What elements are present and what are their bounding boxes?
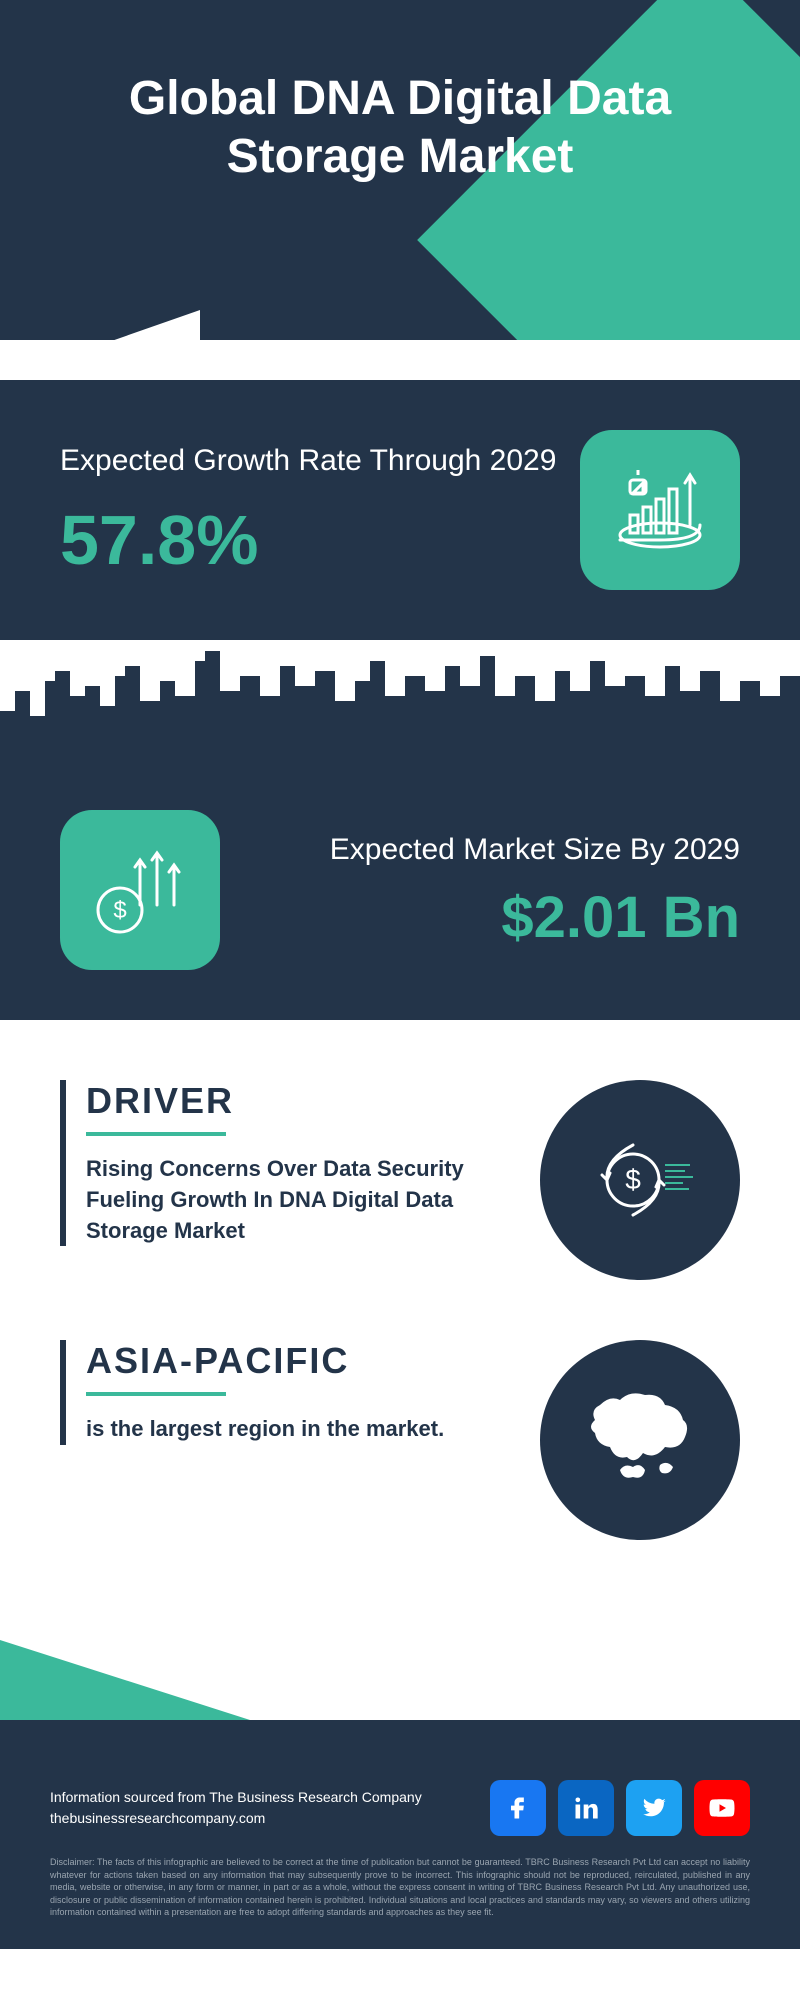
info-sections: DRIVER Rising Concerns Over Data Securit… [0,1020,800,1640]
growth-panel: Expected Growth Rate Through 2029 57.8% [0,380,800,640]
social-links [490,1780,750,1836]
facebook-icon[interactable] [490,1780,546,1836]
footer-source-line2: thebusinessresearchcompany.com [50,1808,422,1829]
svg-text:$: $ [625,1164,641,1195]
market-panel: $ Expected Market Size By 2029 $2.01 Bn [0,760,800,1020]
linkedin-icon[interactable] [558,1780,614,1836]
svg-text:$: $ [113,897,126,924]
driver-desc: Rising Concerns Over Data Security Fueli… [86,1154,510,1246]
growth-chart-icon [580,430,740,590]
growth-label: Expected Growth Rate Through 2029 [60,441,556,480]
driver-transfer-icon: $ [540,1080,740,1280]
page-title: Global DNA Digital Data Storage Market [0,0,800,185]
footer-source-info: Information sourced from The Business Re… [50,1787,422,1829]
region-underline [86,1392,226,1396]
market-value: $2.01 Bn [260,884,740,951]
driver-title: DRIVER [86,1080,510,1122]
market-text-block: Expected Market Size By 2029 $2.01 Bn [260,830,740,951]
growth-value: 57.8% [60,500,556,580]
footer-source-line1: Information sourced from The Business Re… [50,1787,422,1808]
youtube-icon[interactable] [694,1780,750,1836]
skyline-divider [0,640,800,760]
twitter-icon[interactable] [626,1780,682,1836]
driver-text-block: DRIVER Rising Concerns Over Data Securit… [60,1080,510,1246]
region-title: ASIA-PACIFIC [86,1340,510,1382]
disclaimer-text: Disclaimer: The facts of this infographi… [50,1856,750,1919]
market-label: Expected Market Size By 2029 [260,830,740,869]
region-section: ASIA-PACIFIC is the largest region in th… [60,1340,740,1540]
growth-text-block: Expected Growth Rate Through 2029 57.8% [60,441,556,580]
region-desc: is the largest region in the market. [86,1414,510,1445]
region-globe-icon [540,1340,740,1540]
driver-section: DRIVER Rising Concerns Over Data Securit… [60,1080,740,1280]
footer-top-row: Information sourced from The Business Re… [50,1780,750,1836]
header-banner: Global DNA Digital Data Storage Market [0,0,800,340]
market-dollar-icon: $ [60,810,220,970]
header-divider [0,340,800,380]
region-text-block: ASIA-PACIFIC is the largest region in th… [60,1340,510,1445]
driver-underline [86,1132,226,1136]
footer: Information sourced from The Business Re… [0,1720,800,1949]
